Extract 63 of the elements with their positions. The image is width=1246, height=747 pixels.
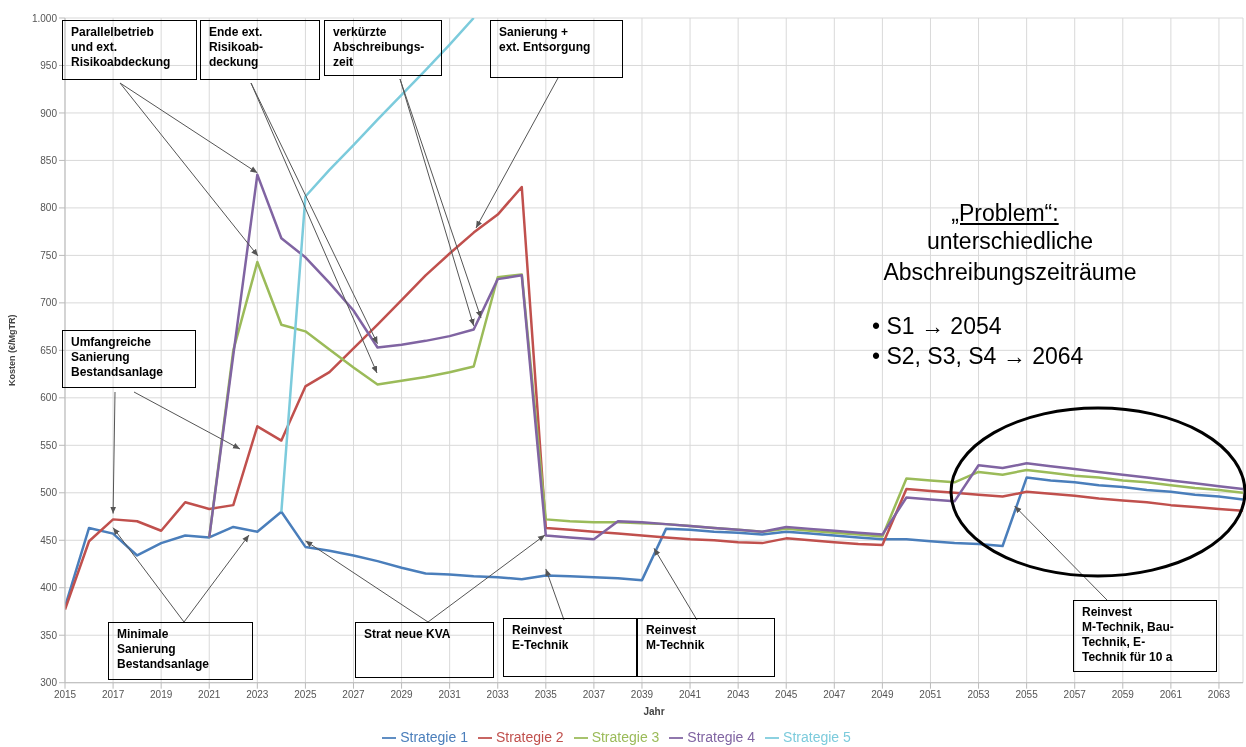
y-tick-label: 700 [40, 297, 58, 309]
annotation: Strat neue KVA [355, 622, 494, 678]
y-tick-label: 650 [40, 344, 58, 356]
y-tick-label: 450 [40, 534, 58, 546]
x-tick-label: 2051 [919, 688, 943, 700]
x-tick-label: 2045 [775, 688, 798, 700]
y-tick-label: 850 [40, 154, 58, 166]
legend-label: Strategie 5 [783, 728, 851, 745]
y-tick-label: 800 [40, 202, 58, 214]
y-tick-label: 900 [40, 107, 58, 119]
x-tick-label: 2047 [823, 688, 846, 700]
x-tick-label: 2055 [1015, 688, 1039, 700]
x-tick-label: 2049 [871, 688, 894, 700]
x-tick-label: 2035 [534, 688, 558, 700]
y-tick-label: 600 [40, 392, 58, 404]
y-tick-label: 350 [40, 629, 58, 641]
x-tick-label: 2033 [486, 688, 510, 700]
x-tick-label: 2025 [294, 688, 317, 700]
legend-label: Strategie 4 [687, 728, 756, 745]
legend-label: Strategie 1 [400, 728, 468, 745]
line-series [280, 18, 475, 514]
x-tick-label: 2061 [1159, 688, 1183, 700]
annotation: Reinvest M-Technik, Bau- Technik, E- Technik für 10 a [1073, 600, 1217, 672]
y-tick-label: 1.000 [31, 12, 58, 24]
x-tick-label: 2027 [342, 688, 366, 700]
annotation: • S2, S3, S4 → 2064 [872, 342, 1084, 370]
annotation: • S1 → 2054 [872, 312, 1002, 340]
annotation: verkürzte Abschreibungs- zeit [324, 20, 442, 76]
y-tick-label: 400 [40, 582, 58, 594]
x-tick-label: 2021 [198, 688, 221, 700]
annotation: Sanierung + ext. Entsorgung [490, 20, 623, 78]
annotation: Parallelbetrieb und ext. Risikoabdeckung [62, 20, 197, 80]
x-tick-label: 2063 [1207, 688, 1231, 700]
x-axis-title: Jahr [643, 705, 665, 717]
y-tick-label: 300 [40, 677, 58, 689]
annotation: unterschiedliche Abschreibungszeiträume [882, 227, 1138, 287]
x-tick-label: 2019 [150, 688, 173, 700]
line-series [208, 173, 1243, 541]
x-tick-label: 2037 [582, 688, 606, 700]
annotation: Umfangreiche Sanierung Bestandsanlage [62, 330, 196, 388]
annotation: Minimale Sanierung Bestandsanlage [108, 622, 253, 680]
x-tick-label: 2015 [53, 688, 77, 700]
x-tick-label: 2057 [1063, 688, 1087, 700]
legend-label: Strategie 2 [495, 728, 564, 745]
y-tick-label: 950 [40, 60, 58, 72]
x-tick-label: 2059 [1111, 688, 1135, 700]
x-tick-label: 2043 [727, 688, 750, 700]
x-tick-label: 2029 [390, 688, 414, 700]
x-tick-label: 2023 [246, 688, 269, 700]
annotation: „Problem“: [950, 199, 1060, 228]
x-tick-label: 2053 [967, 688, 991, 700]
y-tick-label: 750 [40, 249, 58, 261]
y-tick-label: 500 [40, 487, 58, 499]
legend-label: Strategie 3 [591, 728, 660, 745]
x-tick-label: 2039 [630, 688, 654, 700]
annotation: Reinvest M-Technik [637, 618, 775, 677]
x-tick-label: 2017 [101, 688, 125, 700]
annotation: Ende ext. Risikoab- deckung [200, 20, 320, 80]
x-tick-label: 2041 [678, 688, 702, 700]
y-tick-label: 550 [40, 439, 58, 451]
y-axis-title: Kosten (€/MgTR) [7, 314, 18, 387]
annotation: Reinvest E-Technik [503, 618, 637, 677]
x-tick-label: 2031 [438, 688, 462, 700]
